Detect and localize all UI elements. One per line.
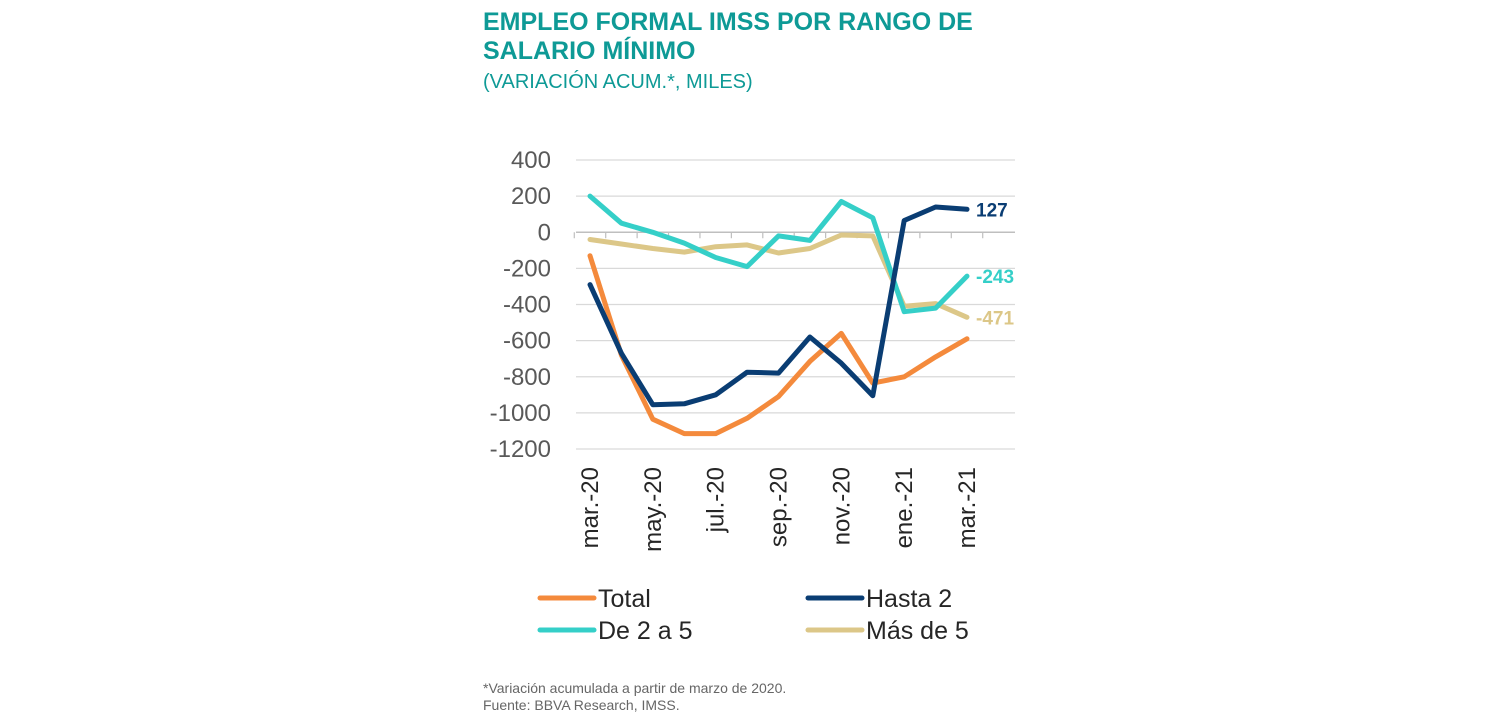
y-tick-label: 400	[511, 147, 551, 174]
y-tick-label: -1000	[490, 400, 551, 427]
legend: Total Hasta 2 De 2 a 5 Más de 5	[537, 585, 969, 645]
y-tick-label: -800	[503, 364, 551, 391]
legend-label: Más de 5	[866, 617, 969, 645]
x-tick-label: nov.-20	[828, 467, 855, 545]
x-tick-label: mar.-21	[954, 467, 981, 548]
end-labels: 127 -243 -471	[976, 200, 1014, 329]
x-tick-label: ene.-21	[891, 467, 918, 548]
chart-title: EMPLEO FORMAL IMSS POR RANGO DE SALARIO …	[483, 8, 973, 65]
x-axis-ticks: mar.-20 may.-20 jul.-20 sep.-20 nov.-20 ene.-…	[577, 467, 981, 552]
x-tick-label: may.-20	[640, 467, 667, 552]
y-axis-ticks: 400 200 0 -200 -400 -600 -800 -1000 -1200	[490, 147, 551, 463]
y-tick-label: -1200	[490, 436, 551, 463]
series-line-total	[587, 253, 970, 437]
chart-subtitle: (VARIACIÓN ACUM.*, MILES)	[483, 71, 753, 93]
x-tick-label: jul.-20	[703, 467, 730, 533]
y-tick-label: -200	[503, 255, 551, 282]
series-lines	[587, 193, 970, 437]
footnote-source: Fuente: BBVA Research, IMSS.	[483, 697, 680, 713]
y-tick-label: 0	[538, 219, 551, 246]
y-tick-label: -400	[503, 292, 551, 319]
series-line-hasta-2	[587, 204, 970, 408]
y-tick-label: -600	[503, 328, 551, 355]
x-tick-label: sep.-20	[766, 467, 793, 547]
end-label: -243	[976, 267, 1014, 288]
end-label: -471	[976, 308, 1014, 329]
legend-label: De 2 a 5	[598, 617, 693, 645]
legend-label: Total	[598, 585, 651, 613]
footnote-note: *Variación acumulada a partir de marzo d…	[483, 680, 787, 696]
end-label: 127	[976, 200, 1008, 221]
series-line-de-2-a-5	[587, 193, 970, 315]
legend-label: Hasta 2	[866, 585, 952, 613]
x-tick-label: mar.-20	[577, 467, 604, 548]
y-tick-label: 200	[511, 183, 551, 210]
grid-lines	[573, 159, 1015, 450]
